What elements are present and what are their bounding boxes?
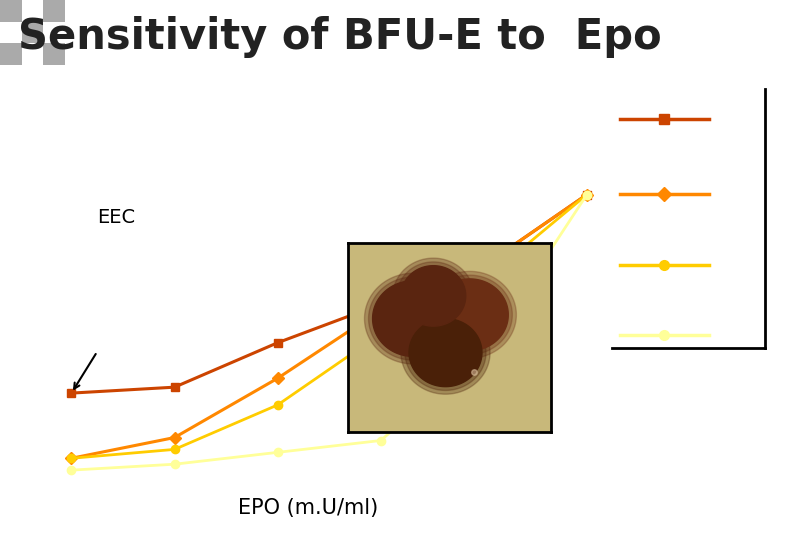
Polygon shape [428,275,512,354]
Polygon shape [432,279,509,350]
Polygon shape [373,281,454,356]
Bar [43,43,65,65]
Bar [0,0,22,22]
Polygon shape [424,272,517,358]
Bar [22,22,43,43]
Text: Sensitivity of BFU-E to  Epo: Sensitivity of BFU-E to Epo [19,16,662,58]
Polygon shape [405,315,486,390]
Bar [43,0,65,22]
Polygon shape [393,258,474,334]
Polygon shape [397,262,470,330]
Text: EEC: EEC [97,208,135,227]
Text: EPO (m.U/ml): EPO (m.U/ml) [237,498,378,518]
Polygon shape [409,319,482,387]
Polygon shape [401,311,490,394]
Polygon shape [364,273,462,364]
Bar [22,0,43,22]
Bar [43,22,65,43]
Bar [22,43,43,65]
Polygon shape [369,277,458,360]
Bar [0,43,22,65]
Bar [0,22,22,43]
Polygon shape [401,266,466,326]
